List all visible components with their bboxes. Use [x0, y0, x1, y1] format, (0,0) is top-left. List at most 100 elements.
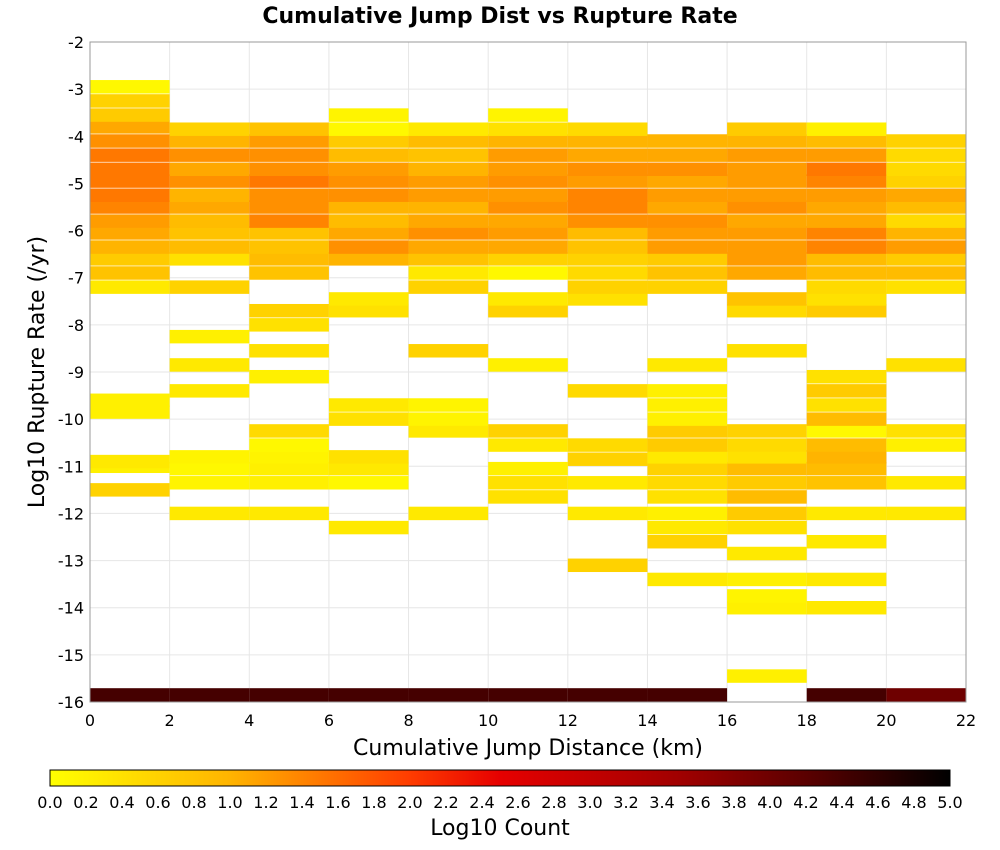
heatmap-cell	[90, 80, 170, 94]
heatmap-cell	[806, 384, 887, 398]
heatmap-cell	[488, 266, 568, 280]
heatmap-cell	[249, 240, 329, 254]
heatmap-cell	[806, 252, 887, 266]
heatmap-cell	[249, 506, 329, 521]
heatmap-cell	[886, 214, 966, 228]
heatmap-cell	[647, 438, 728, 452]
heatmap-cell	[90, 214, 170, 228]
y-axis-label: Log10 Rupture Rate (/yr)	[25, 236, 50, 508]
heatmap-cell	[249, 214, 329, 228]
colorbar-label: Log10 Count	[430, 816, 570, 841]
colorbar-tick-label: 1.4	[289, 793, 314, 812]
y-tick-label: -8	[68, 316, 84, 335]
heatmap-cell	[647, 240, 728, 254]
heatmap-cell	[249, 369, 329, 384]
heatmap-cell	[169, 200, 250, 214]
heatmap-cell	[408, 240, 489, 254]
heatmap-cell	[249, 122, 329, 136]
heatmap-cell	[806, 412, 887, 426]
heatmap-cell	[647, 174, 728, 188]
heatmap-cell	[169, 134, 250, 148]
heatmap-cell	[727, 546, 807, 561]
heatmap-cell	[488, 303, 568, 318]
heatmap-cell	[488, 476, 568, 490]
heatmap-cell	[806, 369, 887, 384]
heatmap-cell	[169, 688, 250, 702]
heatmap-cell	[647, 520, 728, 535]
y-tick-label: -5	[68, 174, 84, 193]
colorbar: 0.0 0.2 0.4 0.6 0.8 1.0 1.2 1.4 1.6 1.8 2.0 2.2 2.4 2…	[37, 769, 963, 841]
x-tick-label: 16	[717, 711, 737, 730]
heatmap-cell	[647, 252, 728, 266]
heatmap-cell	[169, 280, 250, 294]
colorbar-tick-label: 3.0	[577, 793, 602, 812]
heatmap-cell	[727, 240, 807, 254]
heatmap-cell	[328, 226, 409, 240]
heatmap-cell	[408, 162, 489, 177]
heatmap-cell	[488, 200, 568, 214]
heatmap-cell	[886, 226, 966, 240]
heatmap-cell	[567, 188, 648, 202]
heatmap-cell	[727, 122, 807, 136]
heatmap-cell	[647, 214, 728, 228]
colorbar-tick-label: 4.8	[901, 793, 926, 812]
colorbar-tick-label: 0.0	[37, 793, 62, 812]
heatmap-cell	[488, 292, 568, 306]
heatmap-cell	[90, 188, 170, 202]
heatmap-cell	[488, 226, 568, 240]
heatmap-cell	[806, 240, 887, 254]
heatmap-cell	[328, 174, 409, 188]
heatmap-cell	[488, 214, 568, 228]
heatmap-cell	[488, 134, 568, 148]
heatmap-cell	[408, 148, 489, 162]
heatmap-cell	[886, 252, 966, 266]
heatmap-cell	[249, 450, 329, 464]
heatmap-cell	[727, 476, 807, 490]
heatmap-cell	[806, 280, 887, 294]
heatmap-cell	[886, 174, 966, 188]
heatmap-cell	[488, 252, 568, 266]
heatmap-cell	[647, 461, 728, 476]
colorbar-tick-label: 4.4	[829, 793, 854, 812]
heatmap-cell	[567, 476, 648, 490]
heatmap-cell	[806, 572, 887, 587]
heatmap-cell	[647, 358, 728, 372]
heatmap-cell	[169, 162, 250, 177]
colorbar-tick-label: 3.8	[721, 793, 746, 812]
heatmap-cell	[90, 226, 170, 240]
heatmap-cell	[727, 600, 807, 615]
heatmap-cell	[408, 344, 489, 358]
heatmap-cell	[488, 424, 568, 438]
heatmap-cell	[727, 520, 807, 535]
heatmap-cell	[408, 280, 489, 294]
heatmap-cell	[328, 303, 409, 318]
heatmap-cell	[169, 174, 250, 188]
heatmap-cell	[886, 148, 966, 162]
heatmap-cell	[727, 266, 807, 280]
heatmap-cell	[90, 94, 170, 108]
heatmap-cell	[90, 266, 170, 280]
heatmap-cell	[727, 252, 807, 266]
heatmap-cell	[886, 134, 966, 148]
y-tick-label: -2	[68, 33, 84, 52]
heatmap-cell	[567, 292, 648, 306]
heatmap-cell	[328, 108, 409, 122]
heatmap-cell	[249, 200, 329, 214]
heatmap-cell	[567, 384, 648, 398]
heatmap-cell	[90, 688, 170, 702]
heatmap-cell	[727, 162, 807, 177]
heatmap-cell	[488, 438, 568, 452]
x-tick-label: 4	[244, 711, 254, 730]
heatmap-cell	[249, 344, 329, 358]
heatmap-cell	[886, 266, 966, 280]
heatmap-cell	[886, 358, 966, 372]
colorbar-tick-label: 0.2	[73, 793, 98, 812]
heatmap-cell	[806, 303, 887, 318]
x-tick-label: 22	[956, 711, 976, 730]
heatmap-cell	[328, 162, 409, 177]
x-tick-label: 6	[324, 711, 334, 730]
y-tick-label: -3	[68, 80, 84, 99]
heatmap-cell	[169, 188, 250, 202]
heatmap-cell	[90, 162, 170, 177]
